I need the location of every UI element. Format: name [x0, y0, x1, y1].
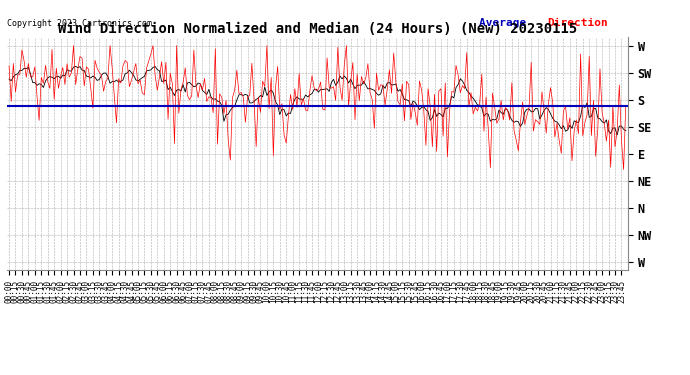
Title: Wind Direction Normalized and Median (24 Hours) (New) 20230115: Wind Direction Normalized and Median (24…: [58, 22, 577, 36]
Text: Average: Average: [479, 18, 533, 28]
Text: Direction: Direction: [547, 18, 608, 28]
Text: Copyright 2023 Cartronics.com: Copyright 2023 Cartronics.com: [7, 19, 152, 28]
